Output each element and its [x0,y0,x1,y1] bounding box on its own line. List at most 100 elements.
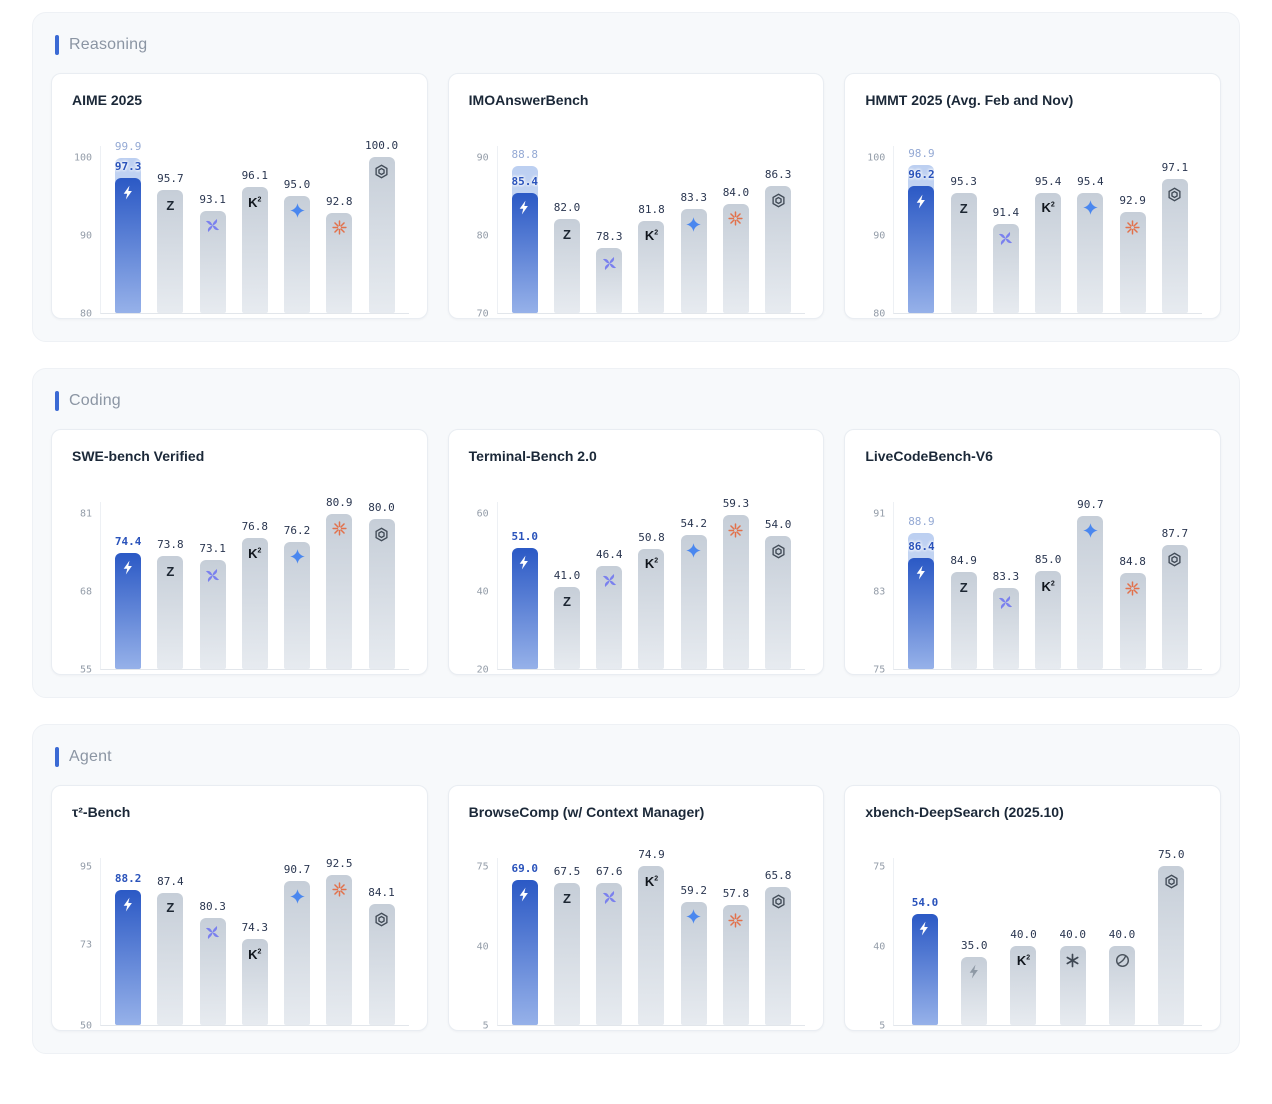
value-label: 91.4 [992,205,1020,219]
bar-chart: 100 90 80 98.9 96.2 Z 95.3 91.4 K2 95.4 95.4 92.9 9… [863,122,1202,318]
four-point-star-icon [684,907,704,927]
bar-chart: 100 90 80 99.9 97.3 Z 95.7 93.1 K2 96.1 95.0 92.8 1… [70,122,409,318]
value-label: 40.0 [1059,927,1087,941]
y-tick-label: 80 [873,308,886,319]
plot-area: 51.0 Z 41.0 46.4 K2 50.8 54.2 59.3 54.0 [496,497,806,670]
value-label: 92.5 [326,856,353,870]
benchmark-card: IMOAnswerBench 90 80 70 88.8 85.4 Z 82.0 78.3 K… [447,73,825,319]
plot-area: 88.9 86.4 Z 84.9 83.3 K2 85.0 90.7 84.8 87.7 [893,498,1202,670]
z-logo-icon: Z [563,594,571,610]
value-label: 74.4 [114,534,142,548]
value-label: 54.0 [764,518,792,532]
value-label: 93.1 [199,192,226,206]
bar [284,195,311,313]
bar: Z [950,572,977,669]
y-axis: 91 83 75 [863,502,893,674]
bar [722,905,749,1025]
y-tick-label: 40 [476,941,489,953]
z-logo-icon: Z [563,226,571,242]
y-tick-label: 68 [79,586,92,598]
y-tick-label: 70 [476,308,489,319]
y-tick-label: 75 [873,664,886,675]
bar-group: 84.8 [1118,555,1148,669]
value-label: 87.7 [1161,526,1189,540]
value-label: 73.8 [157,538,184,552]
four-point-star-icon [287,547,307,567]
bar-group: K2 40.0 [1008,928,1038,1025]
y-axis: 81 68 55 [70,502,100,675]
z-logo-icon: Z [563,890,571,906]
bar: K2 [638,866,665,1025]
bar-group: 92.9 [1118,194,1148,313]
bar-group: 78.3 [594,230,624,313]
bar [368,904,395,1025]
benchmark-card: Terminal-Bench 2.0 60 40 20 51.0 Z 41.0 46.4 K… [447,429,825,675]
bar [368,156,395,313]
accent-bar [55,391,59,411]
bar-group: 88.2 [113,872,143,1025]
bar-group: 90.7 [1075,498,1105,669]
highlighted-bar [511,192,538,313]
value-label: 82.0 [553,201,581,215]
pinwheel-icon [599,253,619,273]
bar [722,203,749,313]
value-label: 74.9 [638,848,665,862]
z-logo-icon: Z [959,200,968,216]
chart-title: SWE-bench Verified [72,448,205,464]
value-label: 73.1 [199,542,226,556]
bar [1161,544,1188,669]
highlighted-bar [911,913,938,1025]
accent-bar [55,747,59,767]
bar-group: 76.2 [282,524,312,669]
bar [1077,515,1104,669]
k-logo-icon: K2 [644,556,659,572]
bar-group: 74.4 [113,535,143,669]
bar-group: Z 41.0 [552,569,582,669]
bar [596,248,623,313]
bar-group: 98.9 96.2 [906,147,936,313]
starburst-icon [1123,578,1143,598]
y-tick-label: 40 [873,941,886,953]
starburst-icon [329,218,349,238]
pinwheel-icon [203,565,223,585]
value-label: 86.4 [908,539,935,553]
y-tick-label: 60 [476,508,489,520]
value-label: 74.3 [241,921,269,935]
bar-group: Z 87.4 [155,875,185,1025]
bar-group: 46.4 [594,548,624,669]
bar [992,587,1019,669]
highlighted-bar [115,889,142,1025]
plot-area: 74.4 Z 73.8 73.1 K2 76.8 76.2 80.9 80.0 [100,496,409,670]
bar-group: K2 50.8 [636,531,666,669]
bar [1119,573,1146,669]
bar-group: Z 95.3 [949,175,979,313]
value-label: 80.0 [368,501,395,514]
value-label: 97.1 [1161,161,1189,175]
value-label: 95.7 [157,172,184,186]
bar-chart: 75 40 5 69.0 Z 67.5 67.6 K2 74.9 59.2 57.8 65.8 [467,834,806,1030]
bar [368,519,395,669]
bar [961,956,988,1025]
bar [992,223,1019,313]
bolt-icon [118,558,138,578]
value-label: 84.9 [950,554,977,568]
value-label: 67.6 [595,864,623,878]
bar: K2 [241,939,268,1025]
bar [765,536,792,669]
bar-group: 93.1 [198,193,228,313]
bar [326,212,353,313]
chart-title: BrowseComp (w/ Context Manager) [468,804,705,820]
value-label: 65.8 [764,868,792,882]
y-tick-label: 100 [73,152,92,164]
bar [765,886,792,1025]
starburst-icon [329,519,349,539]
section-coding: Coding SWE-bench Verified 81 68 55 74.4 Z 73… [32,368,1240,698]
bar: Z [157,190,184,313]
section-label: Agent [69,748,112,765]
value-label: 83.3 [992,569,1020,583]
bar [1119,212,1146,313]
openai-knot-icon [768,892,788,912]
value-label: 35.0 [960,938,988,952]
accent-bar [55,35,59,55]
value-label: 40.0 [1108,927,1136,941]
